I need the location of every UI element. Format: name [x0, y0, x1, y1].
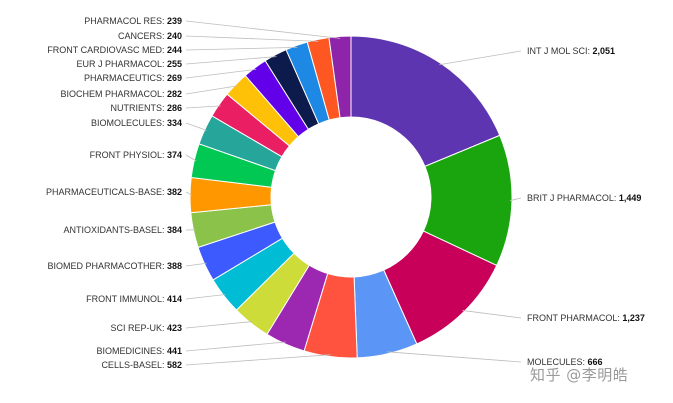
slice-label-name: FRONT PHYSIOL:: [90, 150, 167, 160]
slice-label-name: PHARMACEUTICS:: [84, 73, 167, 83]
slice-label-value: 582: [167, 360, 182, 370]
slice-label: FRONT PHYSIOL: 374: [90, 150, 182, 160]
slice-label-value: 244: [167, 45, 182, 55]
leader-line: [185, 68, 257, 79]
slice-label: FRONT CARDIOVASC MED: 244: [47, 45, 182, 55]
slice-label: FRONT IMMUNOL: 414: [86, 294, 182, 304]
watermark: 知乎 @李明皓: [530, 366, 629, 384]
leader-line: [185, 122, 207, 131]
slice-label-name: FRONT CARDIOVASC MED:: [47, 45, 167, 55]
leader-line: [185, 154, 197, 162]
slice-label-name: EUR J PHARMACOL:: [76, 59, 167, 69]
slice-label: CANCERS: 240: [118, 31, 182, 41]
slice-label-name: FRONT IMMUNOL:: [86, 294, 167, 304]
slice-label-name: SCI REP-UK:: [110, 323, 167, 333]
leader-line: [185, 20, 341, 39]
slice-label: BIOMOLECULES: 334: [91, 118, 182, 128]
leader-line: [185, 354, 331, 366]
slice-label-value: 374: [167, 150, 182, 160]
slice-label-value: 382: [167, 187, 182, 197]
leader-line: [185, 35, 319, 42]
slice-label-name: INT J MOL SCI:: [527, 46, 593, 56]
slice-label: PHARMACOL RES: 239: [84, 16, 182, 26]
slice-labels: INT J MOL SCI: 2,051 BRIT J PHARMACOL: 1,…: [46, 16, 645, 370]
leader-line: [439, 50, 522, 66]
slice-label-name: BIOMEDICINES:: [96, 346, 167, 356]
leader-line: [462, 310, 522, 319]
slice-label-value: 240: [167, 31, 182, 41]
leader-line: [387, 351, 522, 363]
slice-label-value: 282: [167, 89, 182, 99]
slice-label: NUTRIENTS: 286: [110, 103, 182, 113]
leader-line: [185, 321, 253, 329]
leader-line: [185, 85, 238, 95]
leader-line: [185, 294, 226, 300]
slice-label-name: NUTRIENTS:: [110, 103, 167, 113]
slice-label-name: BIOMED PHARMACOTHER:: [47, 261, 167, 271]
slice-label-name: CANCERS:: [118, 31, 167, 41]
slice-label: BIOCHEM PHARMACOL: 282: [60, 89, 182, 99]
slice-label-value: 286: [167, 103, 182, 113]
leader-line: [185, 341, 286, 352]
leader-line: [185, 56, 277, 65]
slice-label-name: MOLECULES:: [527, 357, 588, 367]
slice-label: BIOMEDICINES: 441: [96, 346, 182, 356]
slice-label: PHARMACEUTICALS-BASE: 382: [46, 187, 182, 197]
donut-slices: [189, 35, 513, 359]
slice-label-name: BIOMOLECULES:: [91, 118, 167, 128]
slice-label-value: 384: [167, 225, 182, 235]
slice-label-value: 423: [167, 323, 182, 333]
leader-lines: [185, 20, 522, 366]
slice-label-value: 388: [167, 261, 182, 271]
slice-label-value: 666: [588, 357, 603, 367]
slice-label: BRIT J PHARMACOL: 1,449: [527, 193, 641, 203]
slice-label: INT J MOL SCI: 2,051: [527, 46, 615, 56]
slice-label: EUR J PHARMACOL: 255: [76, 59, 182, 69]
leader-line: [185, 191, 193, 196]
slice-label-value: 255: [167, 59, 182, 69]
slice-label-name: ANTIOXIDANTS-BASEL:: [63, 225, 167, 235]
slice-label-name: PHARMACEUTICALS-BASE:: [46, 187, 167, 197]
slice-label-value: 2,051: [593, 46, 616, 56]
slice-label: CELLS-BASEL: 582: [101, 360, 182, 370]
slice-label-value: 269: [167, 73, 182, 83]
slice-label-name: BIOCHEM PHARMACOL:: [60, 89, 167, 99]
slice-label-value: 441: [167, 346, 182, 356]
slice-label-value: 334: [167, 118, 182, 128]
slice-label-value: 414: [167, 294, 182, 304]
slice-label-name: FRONT PHARMACOL:: [527, 313, 622, 323]
slice-label: BIOMED PHARMACOTHER: 388: [47, 261, 182, 271]
slice-label: SCI REP-UK: 423: [110, 323, 182, 333]
slice-int-j-mol-sci: [350, 35, 501, 168]
slice-label: MOLECULES: 666: [527, 357, 603, 367]
leader-line: [185, 105, 221, 109]
slice-label: PHARMACEUTICS: 269: [84, 73, 182, 83]
slice-label-value: 1,449: [619, 193, 642, 203]
slice-pharmacol-res: [328, 35, 352, 119]
leader-line: [509, 197, 522, 202]
slice-label: ANTIOXIDANTS-BASEL: 384: [63, 225, 182, 235]
slice-label-name: BRIT J PHARMACOL:: [527, 193, 619, 203]
slice-label-name: PHARMACOL RES:: [84, 16, 167, 26]
leader-line: [185, 46, 298, 51]
slice-label: FRONT PHARMACOL: 1,237: [527, 313, 645, 323]
leader-line: [185, 262, 207, 267]
slice-label-value: 1,237: [622, 313, 645, 323]
slice-label-value: 239: [167, 16, 182, 26]
slice-label-name: CELLS-BASEL:: [101, 360, 167, 370]
